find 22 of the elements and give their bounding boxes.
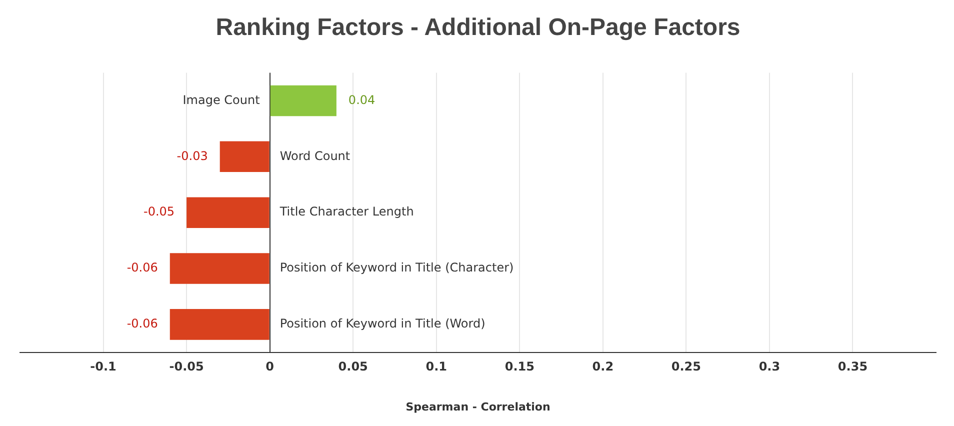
x-tick-label: 0.15 [504,360,534,374]
y-tick-label: Position of Keyword in Title (Character) [280,260,514,275]
x-tick-label: 0.2 [592,360,614,374]
data-label: -0.06 [126,260,158,275]
x-tick-label: 0.25 [671,360,701,374]
x-tick-label: -0.1 [90,360,116,374]
x-tick-label: 0.35 [838,360,868,374]
data-label: 0.04 [348,92,376,107]
data-label: -0.03 [176,148,208,163]
x-tick-label: 0 [266,360,274,374]
x-tick-label: 0.05 [338,360,368,374]
x-tick-label: 0.1 [426,360,447,374]
chart-title: Ranking Factors - Additional On-Page Factors [216,14,740,42]
x-tick-label: 0.3 [758,360,780,374]
x-axis-title: Spearman - Correlation [406,400,550,414]
data-label: -0.06 [126,316,158,331]
x-tick-label: -0.05 [169,360,204,374]
y-tick-label: Title Character Length [278,204,414,219]
y-tick-label: Position of Keyword in Title (Word) [280,316,486,331]
y-tick-label: Word Count [280,148,350,163]
data-label: -0.05 [143,204,175,219]
y-tick-label: Image Count [182,92,260,107]
